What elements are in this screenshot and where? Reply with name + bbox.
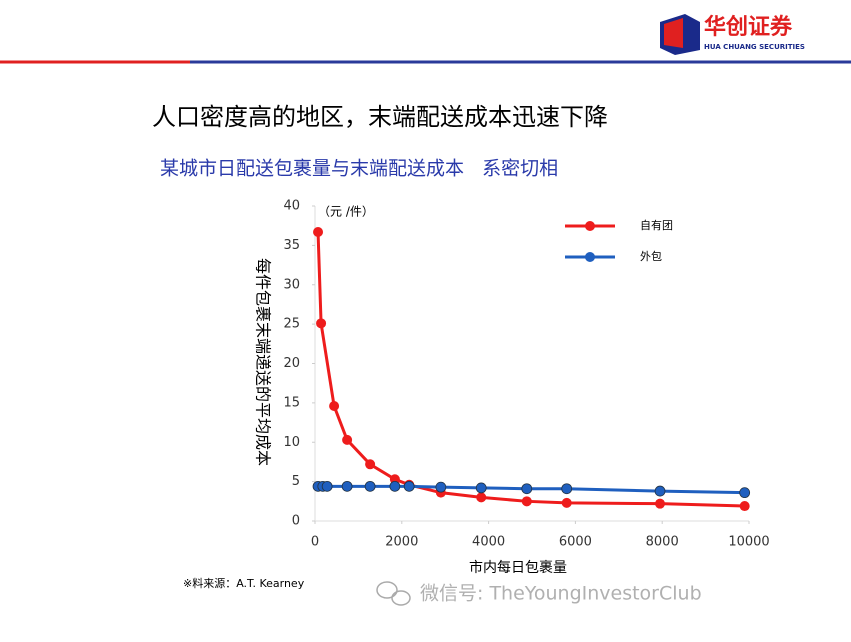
x-tick-label: 10000 bbox=[728, 535, 769, 550]
legend-marker bbox=[585, 252, 595, 262]
data-point bbox=[313, 226, 324, 237]
data-point bbox=[316, 318, 327, 329]
y-axis-label: 每件包裹末端递送的平均成本 bbox=[254, 258, 273, 466]
y-tick-label: 25 bbox=[283, 317, 300, 332]
x-tick-label: 4000 bbox=[472, 535, 505, 550]
data-point bbox=[475, 482, 487, 494]
y-tick-label: 10 bbox=[283, 435, 300, 450]
data-point bbox=[521, 496, 532, 507]
logo-en: HUA CHUANG SECURITIES bbox=[704, 43, 805, 51]
data-point bbox=[365, 459, 376, 470]
slide-subtitle: 某城市日配送包裹量与末端配送成本 系密切相 bbox=[160, 158, 558, 180]
data-point bbox=[654, 485, 666, 497]
y-tick-label: 5 bbox=[292, 474, 300, 489]
data-point bbox=[739, 487, 751, 499]
series-line bbox=[316, 231, 745, 508]
y-tick-label: 40 bbox=[283, 199, 300, 214]
legend-label: 外包 bbox=[640, 250, 662, 263]
slide-title: 人口密度高的地区，末端配送成本迅速下降 bbox=[152, 103, 608, 131]
data-point bbox=[739, 501, 750, 512]
unit-label: （元 /件） bbox=[318, 205, 374, 219]
y-tick-label: 35 bbox=[283, 238, 300, 253]
legend-label: 自有团 bbox=[640, 218, 673, 232]
y-tick-label: 15 bbox=[283, 395, 300, 410]
data-point bbox=[435, 481, 447, 493]
x-tick-label: 8000 bbox=[646, 535, 679, 550]
data-point bbox=[561, 497, 572, 508]
data-point bbox=[329, 401, 340, 412]
x-tick-label: 6000 bbox=[559, 535, 592, 550]
data-point bbox=[321, 480, 333, 492]
data-point bbox=[521, 483, 533, 495]
data-point bbox=[389, 480, 401, 492]
y-tick-label: 20 bbox=[283, 356, 300, 371]
legend-marker bbox=[585, 221, 595, 231]
y-tick-label: 30 bbox=[283, 277, 300, 292]
data-point bbox=[561, 483, 573, 495]
x-tick-label: 0 bbox=[311, 535, 319, 550]
data-point bbox=[341, 480, 353, 492]
x-tick-label: 2000 bbox=[385, 535, 418, 550]
data-point bbox=[342, 434, 353, 445]
y-tick-label: 0 bbox=[292, 514, 300, 529]
logo-cn: 华创证券 bbox=[704, 14, 793, 40]
data-point bbox=[364, 480, 376, 492]
logo-icon bbox=[660, 14, 700, 55]
data-point bbox=[655, 498, 666, 509]
source-note: ※料来源：A.T. Kearney bbox=[183, 576, 305, 590]
x-axis-label: 市内每日包裹量 bbox=[469, 559, 567, 576]
watermark: 微信号: TheYoungInvestorClub bbox=[420, 583, 702, 605]
watermark-icon bbox=[376, 581, 411, 606]
data-point bbox=[476, 492, 487, 503]
data-point bbox=[403, 480, 415, 492]
